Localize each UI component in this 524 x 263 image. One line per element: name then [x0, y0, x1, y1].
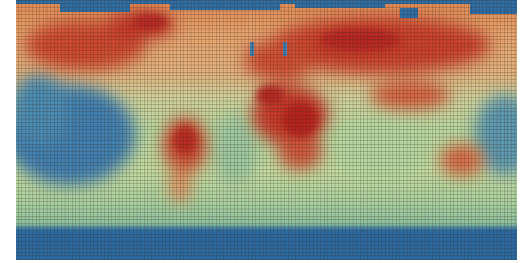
map: [0, 0, 524, 263]
map-raster: [5, 0, 524, 260]
grid-overlay: [16, 0, 517, 260]
page: [0, 0, 524, 263]
